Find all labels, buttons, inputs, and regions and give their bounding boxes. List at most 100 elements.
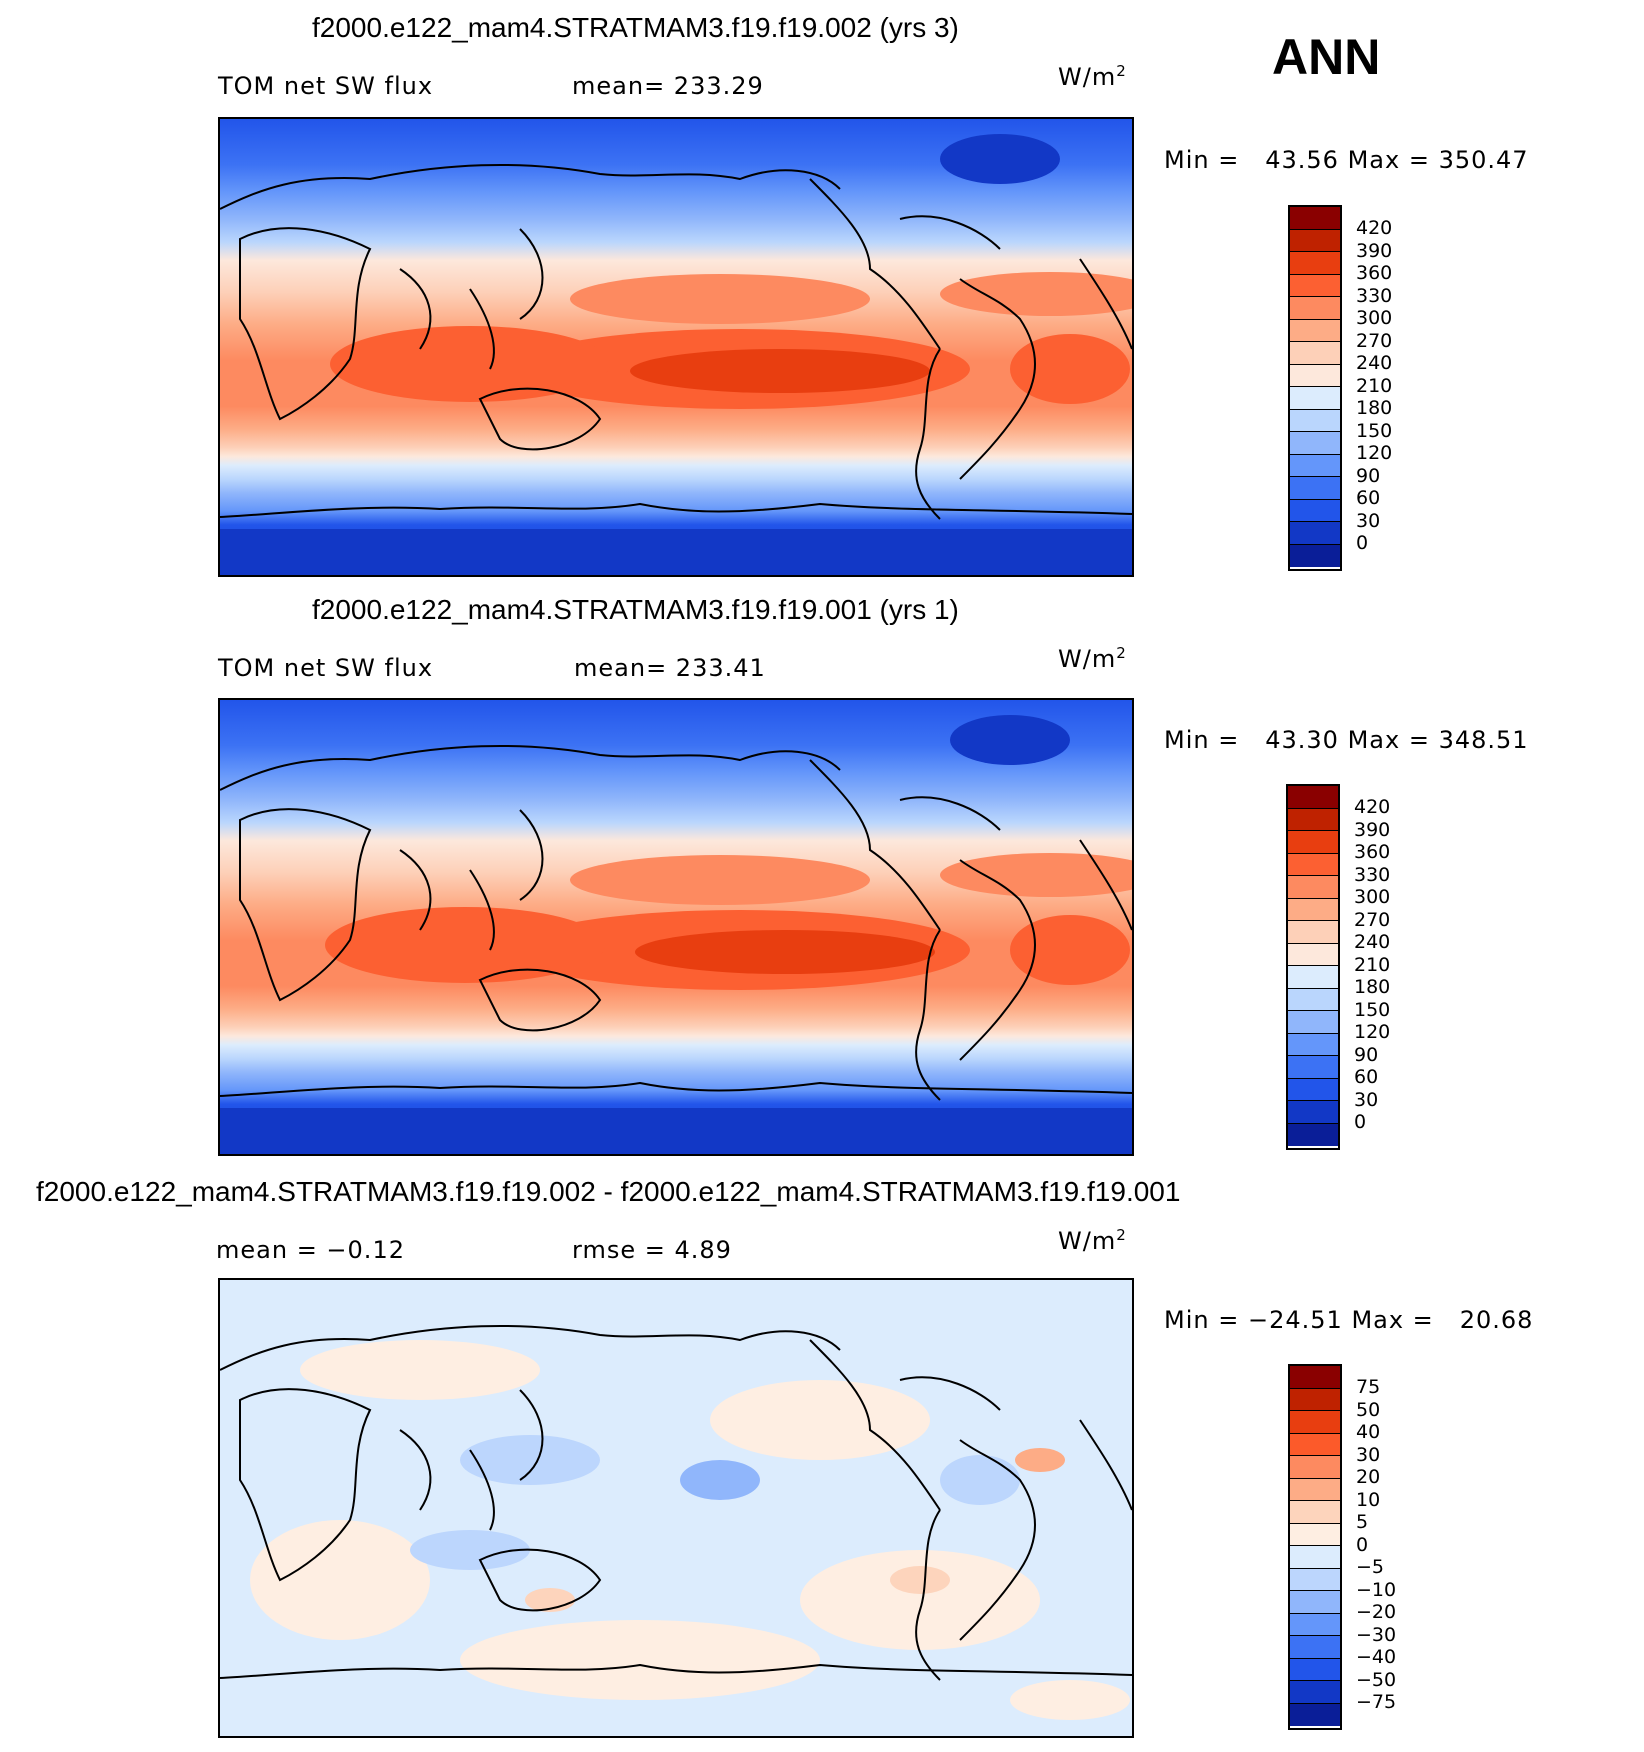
contour-field <box>220 700 1132 1154</box>
mean-label: mean= 233.41 <box>574 654 766 682</box>
colorbar-tick-label: 420 <box>1356 217 1393 239</box>
min-max-readout: Min = 43.56 Max = 350.47 <box>1164 146 1529 174</box>
colorbar-swatch <box>1288 853 1338 876</box>
variable-label: TOM net SW flux <box>218 72 434 100</box>
colorbar-tick-label: 5 <box>1356 1511 1369 1533</box>
colorbar-tick-label: 270 <box>1356 329 1393 352</box>
colorbar-swatch <box>1290 207 1340 230</box>
colorbar-tick-label: 240 <box>1354 931 1391 953</box>
colorbar-swatch <box>1290 544 1340 567</box>
colorbar-swatch <box>1290 387 1340 410</box>
colorbar-tick-label: 0 <box>1354 1111 1367 1133</box>
colorbar-tick-label: 390 <box>1356 239 1393 262</box>
colorbar-tick-label: 150 <box>1354 998 1391 1021</box>
colorbar-tick-label: 120 <box>1354 1021 1391 1043</box>
colorbar-tick-label: 270 <box>1354 908 1391 931</box>
colorbar-tick-label: 0 <box>1356 532 1369 554</box>
colorbar-swatch <box>1288 786 1338 809</box>
colorbar-swatch <box>1288 921 1338 944</box>
colorbar-swatch <box>1290 522 1340 545</box>
colorbar-tick-label: 150 <box>1356 419 1393 442</box>
colorbar-labels: 420 390 360 330 300 270 240 210 180 150 … <box>1354 796 1390 1134</box>
colorbar <box>1288 1364 1342 1730</box>
colorbar-tick-label: 210 <box>1354 953 1391 976</box>
map-contour-plot <box>218 1278 1134 1738</box>
colorbar-swatch <box>1288 1123 1338 1146</box>
colorbar-swatch <box>1290 1591 1340 1614</box>
colorbar-swatch <box>1290 1613 1340 1636</box>
colorbar-swatch <box>1288 898 1338 921</box>
variable-label: TOM net SW flux <box>218 654 434 682</box>
panel-title: f2000.e122_mam4.STRATMAM3.f19.f19.002 - … <box>36 1176 1181 1207</box>
colorbar-tick-label: 0 <box>1356 1533 1369 1556</box>
colorbar-tick-label: −30 <box>1356 1623 1397 1646</box>
colorbar-swatch <box>1290 477 1340 500</box>
rmse-label: rmse = 4.89 <box>572 1236 732 1264</box>
colorbar-swatch <box>1290 1501 1340 1524</box>
panel-title: f2000.e122_mam4.STRATMAM3.f19.f19.001 (y… <box>312 594 959 625</box>
colorbar-tick-label: 10 <box>1356 1488 1381 1511</box>
colorbar-swatch <box>1288 876 1338 899</box>
colorbar-tick-label: 180 <box>1354 976 1391 998</box>
mean-label: mean = −0.12 <box>216 1236 405 1264</box>
colorbar-tick-label: 330 <box>1356 284 1393 307</box>
colorbar-tick-label: −50 <box>1356 1668 1397 1691</box>
colorbar-swatch <box>1288 1033 1338 1056</box>
colorbar-tick-label: 30 <box>1356 1443 1381 1466</box>
colorbar-swatch <box>1288 1011 1338 1034</box>
colorbar-swatch <box>1290 499 1340 522</box>
colorbar-tick-label: 20 <box>1356 1466 1381 1488</box>
colorbar-tick-label: 30 <box>1354 1088 1379 1111</box>
colorbar-swatch <box>1290 1681 1340 1704</box>
colorbar-labels: 420 390 360 330 300 270 240 210 180 150 … <box>1356 217 1392 555</box>
colorbar-swatch <box>1290 364 1340 387</box>
colorbar-swatch <box>1288 988 1338 1011</box>
colorbar-tick-label: 180 <box>1356 397 1393 419</box>
panel-title: f2000.e122_mam4.STRATMAM3.f19.f19.002 (y… <box>312 12 959 43</box>
colorbar-swatch <box>1290 229 1340 252</box>
contour-field <box>220 119 1132 575</box>
colorbar-tick-label: 360 <box>1356 262 1393 284</box>
colorbar-tick-label: −10 <box>1356 1578 1397 1601</box>
colorbar-swatch <box>1290 319 1340 342</box>
colorbar-swatch <box>1288 831 1338 854</box>
colorbar-swatch <box>1290 1523 1340 1546</box>
min-max-readout: Min = 43.30 Max = 348.51 <box>1164 726 1529 754</box>
colorbar-swatch <box>1290 1546 1340 1569</box>
colorbar-swatch <box>1290 274 1340 297</box>
colorbar-swatch <box>1290 409 1340 432</box>
colorbar-tick-label: 240 <box>1356 352 1393 374</box>
colorbar-tick-label: 90 <box>1356 464 1381 487</box>
colorbar-tick-label: 50 <box>1356 1398 1381 1421</box>
colorbar-swatch <box>1290 454 1340 477</box>
colorbar-tick-label: 75 <box>1356 1376 1381 1398</box>
colorbar-tick-label: 330 <box>1354 863 1391 886</box>
colorbar-swatch <box>1290 1366 1340 1389</box>
colorbar-tick-label: 60 <box>1354 1066 1379 1088</box>
colorbar-swatch <box>1290 1703 1340 1726</box>
colorbar-tick-label: −20 <box>1356 1601 1397 1623</box>
unit-label: W/m2 <box>1058 62 1127 91</box>
colorbar-swatch <box>1288 1056 1338 1079</box>
contour-field <box>220 1280 1132 1736</box>
colorbar-swatch <box>1288 1078 1338 1101</box>
colorbar-swatch <box>1290 1388 1340 1411</box>
colorbar-tick-label: 40 <box>1356 1421 1381 1443</box>
colorbar-swatch <box>1290 342 1340 365</box>
colorbar-tick-label: 420 <box>1354 796 1391 818</box>
colorbar-tick-label: −40 <box>1356 1646 1397 1668</box>
map-contour-plot <box>218 698 1134 1156</box>
colorbar-tick-label: 210 <box>1356 374 1393 397</box>
colorbar-swatch <box>1290 1478 1340 1501</box>
colorbar-swatch <box>1290 1568 1340 1591</box>
colorbar-tick-label: −75 <box>1356 1691 1397 1713</box>
unit-label: W/m2 <box>1058 644 1127 673</box>
colorbar-swatch <box>1290 1636 1340 1659</box>
colorbar-tick-label: 300 <box>1354 886 1391 908</box>
min-max-readout: Min = −24.51 Max = 20.68 <box>1164 1306 1534 1334</box>
colorbar-swatch <box>1290 1433 1340 1456</box>
mean-label: mean= 233.29 <box>572 72 764 100</box>
colorbar-labels: 75 50 40 30 20 10 5 0 −5 −10 −20 −30 −40… <box>1356 1376 1396 1714</box>
colorbar-swatch <box>1290 1456 1340 1479</box>
colorbar-tick-label: 390 <box>1354 818 1391 841</box>
